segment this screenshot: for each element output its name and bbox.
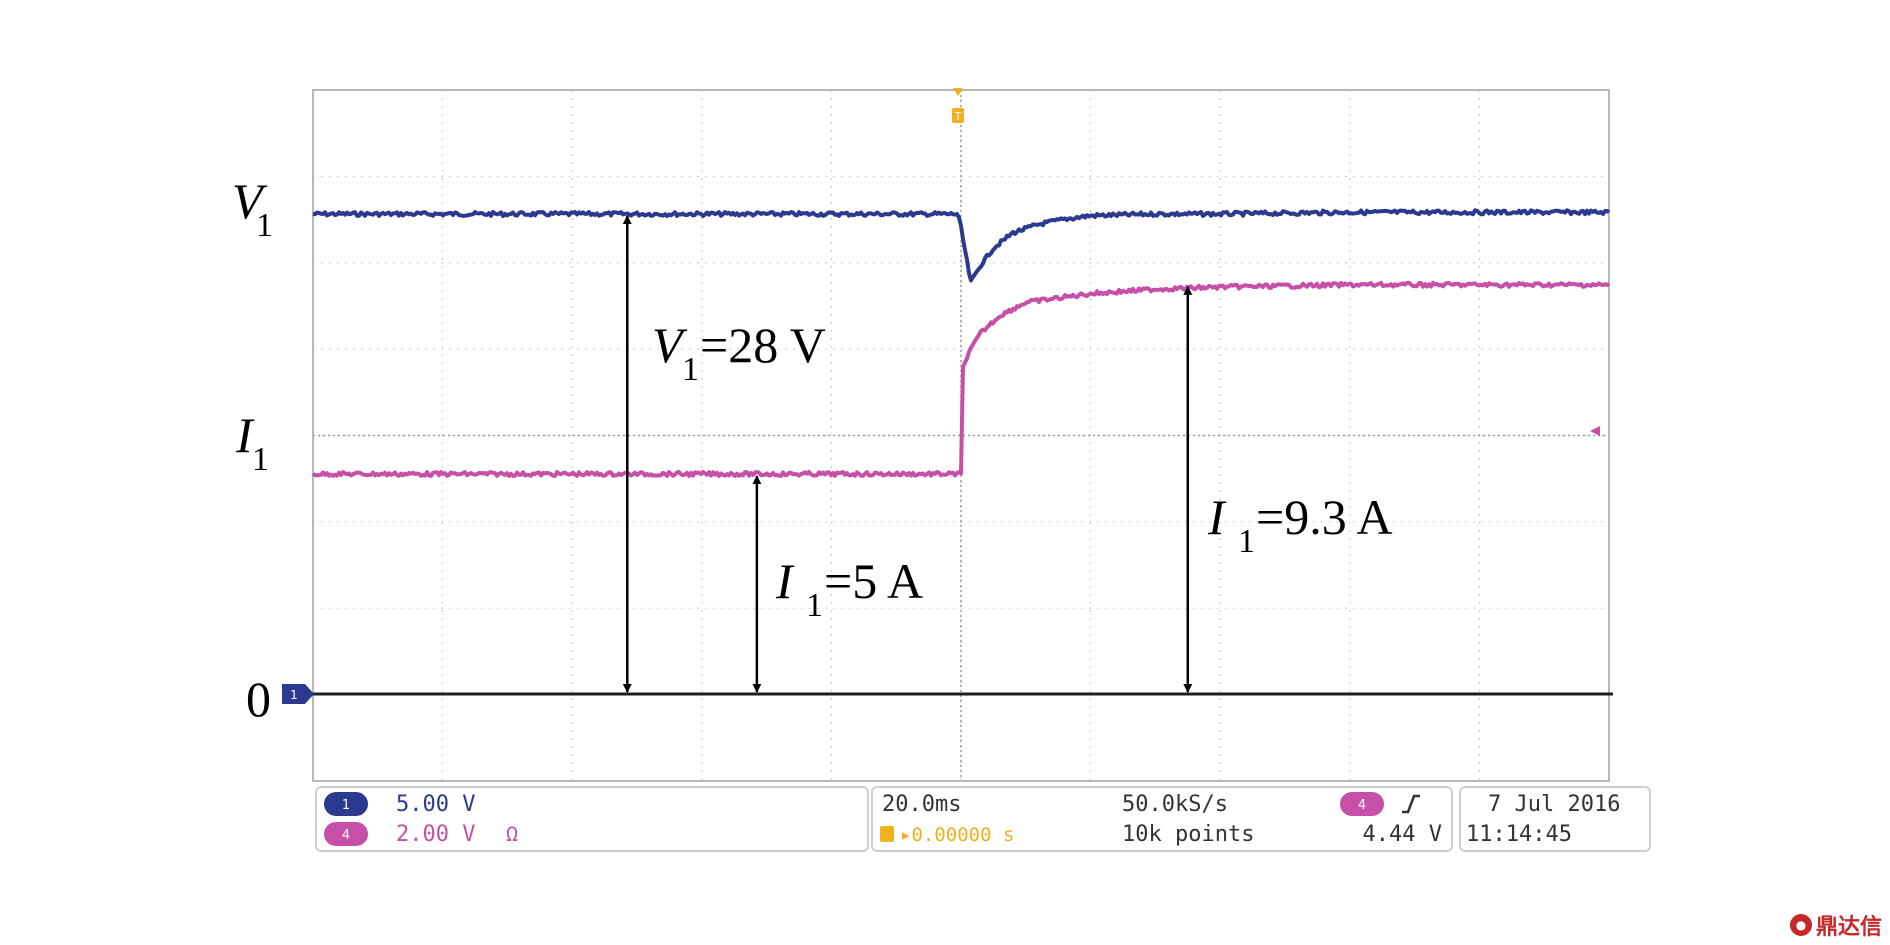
watermark: ● 鼎达信: [1789, 909, 1882, 941]
svg-text:4: 4: [1358, 798, 1366, 813]
ch1-ground-marker: 1: [282, 684, 314, 704]
date: 7 Jul 2016: [1488, 792, 1620, 817]
series-line-i1: [311, 280, 1610, 478]
ch4-badge: 4: [324, 822, 368, 846]
svg-text:1: 1: [290, 688, 298, 702]
time: 11:14:45: [1466, 822, 1572, 847]
svg-text:4: 4: [342, 828, 350, 843]
svg-text:1: 1: [256, 207, 273, 244]
svg-text:1: 1: [342, 798, 350, 813]
annotation-subscript: 1: [806, 587, 823, 624]
annotation-value: =28 V: [700, 317, 826, 373]
y-label-i1: I 1: [235, 407, 269, 478]
annotation-letter: V: [652, 317, 688, 373]
y-label-v1: V 1: [232, 173, 273, 244]
timebase: 20.0ms: [882, 792, 961, 817]
ch1-badge: 1: [324, 792, 368, 816]
annotation-subscript: 1: [1238, 523, 1255, 560]
sample-rate: 50.0kS/s: [1122, 792, 1228, 817]
trigger-source-badge: 4: [1340, 792, 1384, 816]
y-label-zero: 0: [246, 671, 271, 727]
svg-text:T: T: [954, 110, 962, 123]
ohm-icon: Ω: [506, 822, 518, 846]
ch4-scale: 2.00 V: [396, 822, 475, 847]
record-length: 10k points: [1122, 822, 1254, 847]
annotation-letter: I: [775, 553, 795, 609]
series-line-v1: [312, 208, 1611, 283]
trigger-position: ▸0.00000 s: [900, 824, 1014, 846]
info-panel: 1 5.00 V 4 2.00 V Ω 20.0ms ▸0.00000 s 50…: [315, 786, 1651, 852]
annotation-letter: I: [1207, 489, 1227, 545]
annotation-value: =9.3 A: [1256, 489, 1393, 545]
ch1-scale: 5.00 V: [396, 792, 475, 817]
trigger-position-marker: T: [952, 88, 964, 123]
svg-text:1: 1: [252, 441, 269, 478]
trigger-level: 4.44 V: [1363, 822, 1442, 847]
watermark-text: 鼎达信: [1815, 915, 1882, 940]
svg-text:V: V: [232, 173, 268, 229]
trigger-position-icon: [880, 826, 894, 842]
svg-text:I: I: [235, 407, 255, 463]
annotation-subscript: 1: [682, 351, 699, 388]
trigger-level-marker: [1590, 426, 1600, 436]
annotation-value: =5 A: [824, 553, 923, 609]
traces: [311, 208, 1611, 478]
rising-edge-icon: [1402, 794, 1420, 814]
watermark-logo-icon: ●: [1789, 914, 1812, 936]
